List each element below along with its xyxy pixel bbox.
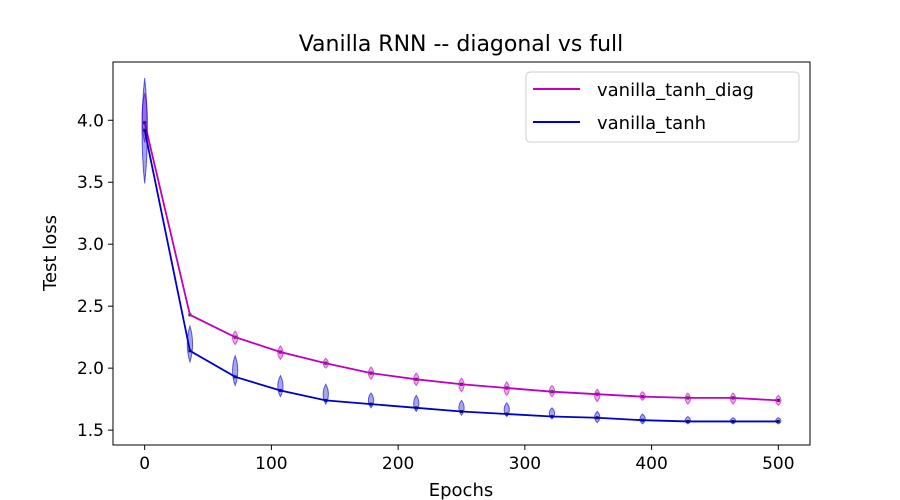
- legend-label: vanilla_tanh_diag: [597, 80, 754, 101]
- series-line: [143, 122, 779, 402]
- x-axis: 0 100 200 300 400 500: [139, 445, 795, 474]
- y-tick-label: 1.5: [77, 421, 104, 441]
- legend-box: [525, 71, 800, 143]
- legend-label: vanilla_tanh: [597, 113, 706, 134]
- y-tick-label: 2.0: [77, 359, 104, 379]
- spread-violin: [232, 354, 239, 387]
- x-tick-label: 100: [255, 454, 287, 474]
- x-axis-label: Epochs: [429, 480, 494, 500]
- chart-title: Vanilla RNN -- diagonal vs full: [299, 32, 624, 57]
- x-tick-label: 400: [635, 454, 667, 474]
- y-axis-label: Test loss: [40, 215, 61, 292]
- series-line: [143, 129, 779, 423]
- y-tick-label: 3.0: [77, 235, 104, 255]
- series-vanilla_tanh_diag: [141, 92, 782, 406]
- spread-violin: [277, 374, 284, 398]
- x-tick-label: 200: [382, 454, 414, 474]
- plot-area: [141, 78, 782, 425]
- x-tick-label: 0: [139, 454, 150, 474]
- y-tick-label: 2.5: [77, 297, 104, 317]
- y-tick-label: 4.0: [77, 111, 104, 131]
- series-vanilla_tanh: [141, 78, 782, 425]
- x-tick-label: 300: [509, 454, 541, 474]
- plot-frame: [112, 61, 811, 446]
- x-tick-label: 500: [762, 454, 794, 474]
- legend: vanilla_tanh_diag vanilla_tanh: [525, 71, 800, 143]
- y-axis: 1.5 2.0 2.5 3.0 3.5 4.0: [77, 111, 113, 441]
- y-tick-label: 3.5: [77, 173, 104, 193]
